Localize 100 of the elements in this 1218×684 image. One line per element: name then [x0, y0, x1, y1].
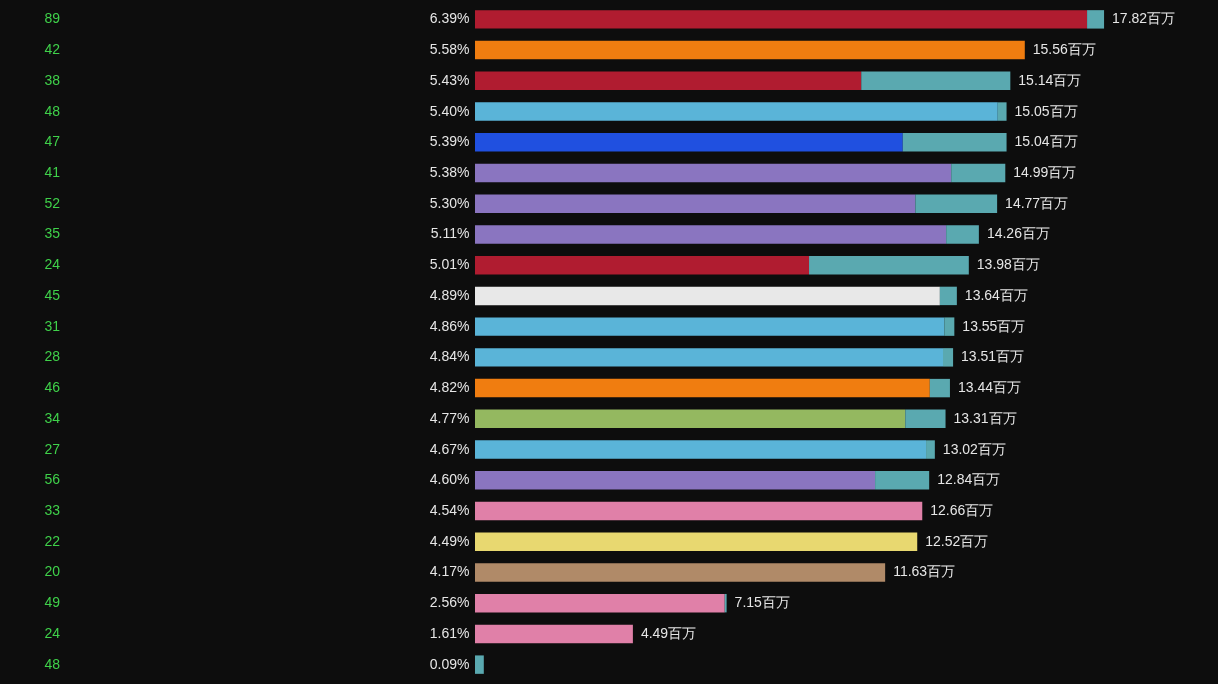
y-tick-label: 4.67% — [429, 440, 470, 457]
bar — [926, 440, 935, 459]
bar — [475, 378, 930, 398]
bar — [475, 624, 633, 644]
text: 34 — [44, 409, 61, 426]
annotation: 13.51百万 — [961, 348, 1025, 365]
text: 46 — [44, 379, 61, 396]
y-tick-label: 4.49% — [429, 532, 470, 549]
bar — [475, 409, 906, 429]
text: 56 — [44, 471, 61, 488]
bar — [475, 71, 862, 91]
text: 33 — [44, 502, 61, 518]
bar — [944, 317, 955, 336]
bar — [475, 532, 918, 551]
bar — [475, 317, 945, 336]
text: 35 — [44, 225, 61, 242]
annotation: 15.56百万 — [1032, 41, 1096, 58]
annotation: 14.26百万 — [986, 225, 1050, 242]
annotation: 15.04百万 — [1014, 133, 1078, 150]
annotation: 7.15百万 — [734, 594, 790, 611]
text: 27 — [44, 440, 61, 457]
annotation: 4.49百万 — [640, 624, 697, 641]
y-tick-label: 2.56% — [429, 594, 470, 611]
bar — [943, 348, 954, 367]
bar — [475, 194, 916, 213]
annotation: 13.44百万 — [957, 379, 1021, 396]
text: 24 — [44, 256, 61, 273]
bar — [475, 10, 1088, 29]
text: 52 — [44, 194, 61, 211]
annotation: 15.14百万 — [1018, 71, 1082, 88]
y-tick-label: 4.60% — [429, 471, 470, 488]
bar — [929, 378, 950, 398]
annotation: 14.99百万 — [1013, 164, 1077, 180]
y-tick-label: 4.89% — [429, 286, 470, 303]
text: 89 — [44, 10, 61, 27]
y-tick-label: 5.40% — [429, 102, 470, 119]
bar — [861, 71, 1011, 91]
bar — [475, 102, 998, 121]
text: 48 — [44, 102, 61, 119]
annotation: 12.84百万 — [937, 471, 1001, 488]
text: 49 — [44, 594, 61, 611]
y-tick-label: 4.82% — [429, 379, 470, 396]
y-tick-label: 4.86% — [429, 317, 470, 334]
bar — [997, 102, 1007, 121]
y-tick-label: 5.39% — [429, 133, 470, 150]
bar — [475, 255, 810, 275]
bar — [475, 286, 940, 306]
text: 47 — [44, 133, 61, 150]
bar — [939, 286, 957, 306]
text: 22 — [44, 532, 61, 549]
annotation: 13.31百万 — [953, 409, 1017, 426]
bar — [475, 563, 886, 582]
text: 20 — [44, 563, 61, 580]
annotation: 12.66百万 — [930, 502, 994, 518]
bar — [475, 501, 923, 521]
text: 41 — [44, 164, 61, 180]
bar — [902, 133, 1007, 152]
y-tick-label: 5.01% — [429, 256, 470, 273]
bar — [875, 471, 930, 490]
y-tick-label: 4.54% — [429, 502, 470, 518]
y-tick-label: 6.39% — [429, 10, 470, 27]
bar — [475, 163, 952, 183]
bar — [475, 593, 725, 613]
annotation: 13.55百万 — [962, 317, 1026, 334]
annotation: 13.64百万 — [964, 286, 1028, 303]
bar — [475, 471, 876, 490]
y-tick-label: 5.58% — [429, 41, 470, 58]
bar — [475, 40, 1025, 60]
bar — [915, 194, 998, 213]
bar — [905, 409, 946, 429]
annotation: 12.52百万 — [925, 532, 989, 549]
bar — [809, 255, 969, 275]
y-tick-label: 5.38% — [429, 164, 470, 180]
y-tick-label: 5.11% — [430, 225, 470, 242]
bar — [946, 225, 979, 244]
bar — [475, 133, 903, 152]
y-tick-label: 1.61% — [429, 624, 470, 641]
annotation: 11.63百万 — [893, 563, 956, 580]
annotation: 13.02百万 — [942, 440, 1006, 457]
text: 48 — [44, 655, 61, 672]
y-tick-label: 4.77% — [429, 409, 470, 426]
bar — [1087, 10, 1105, 29]
y-tick-label: 4.84% — [429, 348, 470, 365]
text: 17.82百万 — [1112, 10, 1176, 27]
text: 45 — [44, 286, 61, 303]
bar — [475, 225, 947, 244]
y-tick-label: 5.30% — [429, 194, 470, 211]
text: 31 — [44, 317, 61, 334]
text: 38 — [44, 71, 61, 88]
text: 24 — [44, 624, 61, 641]
y-tick-label: 0.09% — [429, 655, 470, 672]
text: 42 — [44, 41, 61, 58]
y-tick-label: 5.43% — [429, 71, 470, 88]
annotation: 13.98百万 — [976, 256, 1040, 273]
y-tick-label: 4.17% — [429, 563, 470, 580]
bar — [951, 163, 1006, 183]
bar — [475, 348, 944, 367]
bar — [475, 440, 927, 459]
text: 28 — [44, 348, 61, 365]
annotation: 14.77百万 — [1005, 194, 1069, 211]
